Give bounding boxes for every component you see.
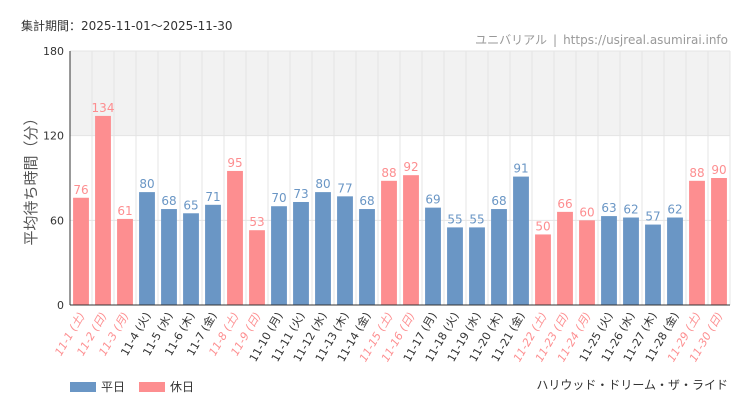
bar [425,207,441,305]
bar-value-label: 134 [92,101,115,115]
y-axis-title: 平均待ち時間（分） [22,110,40,245]
bar [227,170,243,305]
bar-value-label: 68 [161,194,176,208]
bar [337,196,353,305]
bar [623,217,639,305]
bar-value-label: 53 [249,215,264,229]
attraction-name: ハリウッド・ドリーム・ザ・ライド [536,378,728,392]
site-name: ユニバリアル [475,33,548,47]
bar-value-label: 57 [645,210,660,224]
bar-value-label: 73 [293,187,308,201]
bar-value-label: 61 [117,204,132,218]
bar-value-label: 92 [403,160,418,174]
bar [73,197,89,305]
bar-value-label: 77 [337,181,352,195]
bar [293,201,309,305]
bar-value-label: 76 [73,183,88,197]
site-credit: ユニバリアル | https://usjreal.asumirai.info [475,33,728,47]
bar [513,176,529,305]
bar [491,209,507,305]
bar-value-label: 91 [513,162,528,176]
bar-value-label: 55 [469,212,484,226]
bar [689,180,705,305]
bar-value-label: 69 [425,193,440,207]
bar-value-label: 80 [315,177,330,191]
bar [601,216,617,305]
bar [711,178,727,305]
bar-value-label: 62 [623,203,638,217]
bar [645,224,661,305]
bar [447,227,463,305]
bar [381,180,397,305]
bar [667,217,683,305]
site-url[interactable]: https://usjreal.asumirai.info [563,33,728,47]
legend-label-holiday: 休日 [170,380,195,394]
bar [249,230,265,305]
bar [403,175,419,305]
y-tick-label: 120 [43,130,64,143]
legend-swatch-holiday [139,381,166,392]
y-tick-label: 60 [50,214,64,227]
bar-value-label: 80 [139,177,154,191]
period-label: 集計期間：2025-11-01～2025-11-30 [21,19,233,33]
bar-value-label: 90 [711,163,726,177]
bar-value-label: 71 [205,190,220,204]
bar-value-label: 50 [535,219,550,233]
bar-value-label: 60 [579,205,594,219]
bar [117,218,133,305]
bar [469,227,485,305]
bar-value-label: 63 [601,201,616,215]
legend-label-weekday: 平日 [101,380,126,394]
bar-value-label: 88 [381,166,396,180]
bar-value-label: 68 [359,194,374,208]
bar-value-label: 70 [271,191,286,205]
legend-item-weekday: 平日 [70,378,125,395]
bar [183,213,199,305]
bar [359,209,375,305]
y-tick-label: 0 [57,299,64,312]
y-tick-label: 180 [43,45,64,58]
bar [271,206,287,305]
bar-value-label: 68 [491,194,506,208]
bar [205,204,221,305]
bar [579,220,595,305]
bar [95,115,111,306]
bar-value-label: 65 [183,198,198,212]
bar-value-label: 66 [557,197,572,211]
bar [535,234,551,305]
bar-value-label: 95 [227,156,242,170]
bar [139,192,155,305]
bar-value-label: 62 [667,203,682,217]
chart-legend: 平日 休日 [70,378,208,395]
bar-value-label: 55 [447,212,462,226]
bar [557,211,573,305]
bar [315,192,331,305]
legend-item-holiday: 休日 [139,378,194,395]
bar-value-label: 88 [689,166,704,180]
bar [161,209,177,305]
legend-swatch-weekday [70,381,96,392]
